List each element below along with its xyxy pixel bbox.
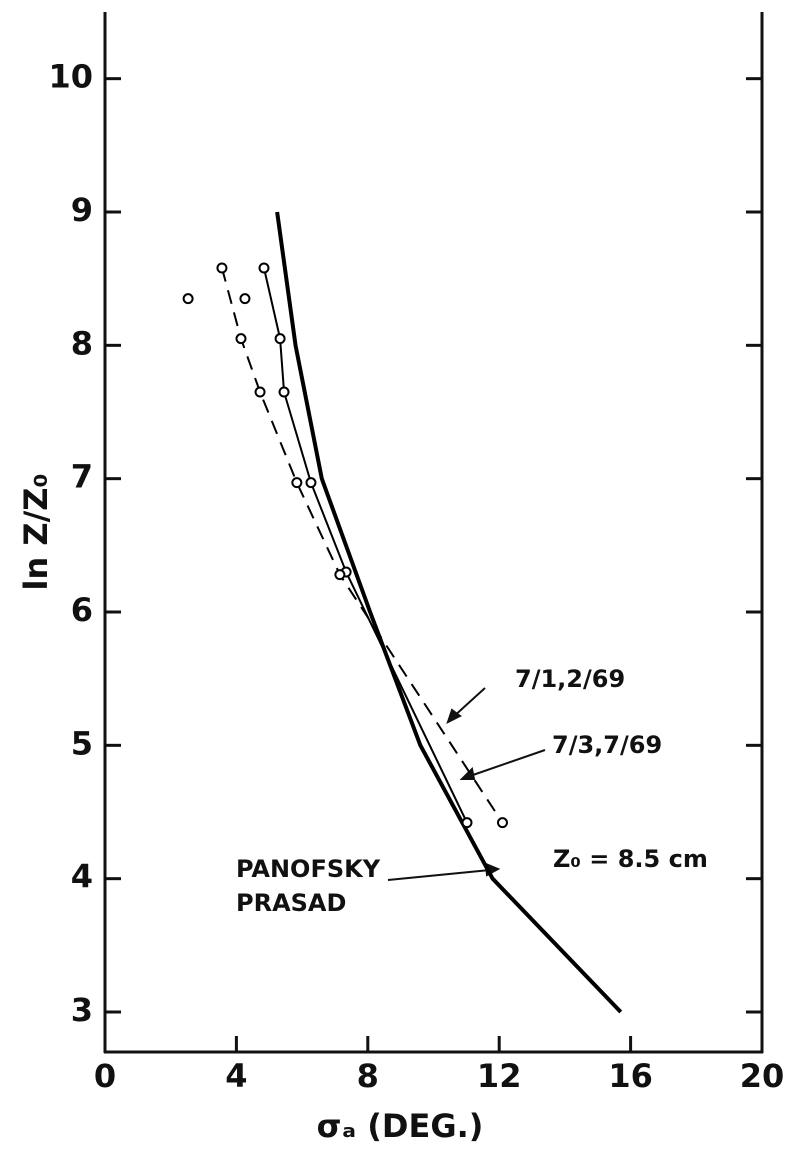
- data-point: [461, 817, 473, 829]
- series-label: 7/1,2/69: [515, 665, 626, 693]
- data-point: [254, 386, 266, 398]
- data-point: [274, 333, 286, 345]
- series-line: [220, 267, 504, 824]
- series-label: 7/3,7/69: [552, 731, 663, 759]
- y-tick-label: 10: [48, 58, 93, 96]
- data-point: [258, 262, 270, 274]
- y-tick-label: 5: [71, 724, 93, 762]
- data-point: [334, 569, 346, 581]
- data-point: [278, 386, 290, 398]
- x-axis-label: σₐ (DEG.): [317, 1107, 484, 1145]
- x-tick-label: 0: [94, 1057, 116, 1095]
- x-tick-label: 8: [357, 1057, 379, 1095]
- x-tick-label: 16: [608, 1057, 653, 1095]
- x-tick-label: 4: [225, 1057, 247, 1095]
- y-tick-label: 4: [71, 858, 93, 896]
- data-point: [239, 293, 251, 305]
- data-point: [496, 817, 508, 829]
- x-tick-label: 12: [477, 1057, 522, 1095]
- data-point: [235, 333, 247, 345]
- y-tick-label: 6: [71, 591, 93, 629]
- frame: [103, 12, 764, 1054]
- x-tick-label: 20: [740, 1057, 785, 1095]
- y-tick-label: 9: [71, 191, 93, 229]
- y-tick-label: 7: [71, 458, 93, 496]
- data-point: [216, 262, 228, 274]
- data-point: [182, 293, 194, 305]
- data-point: [305, 477, 317, 489]
- series-line: [275, 211, 623, 1014]
- data-point: [291, 477, 303, 489]
- y-axis-label: ln Z/Z₀: [17, 474, 55, 591]
- series-line: [263, 267, 468, 824]
- series-label: PANOFSKY PRASAD: [236, 855, 381, 917]
- annotation: Z₀ = 8.5 cm: [553, 845, 708, 873]
- y-tick-label: 3: [71, 991, 93, 1029]
- y-tick-label: 8: [71, 324, 93, 362]
